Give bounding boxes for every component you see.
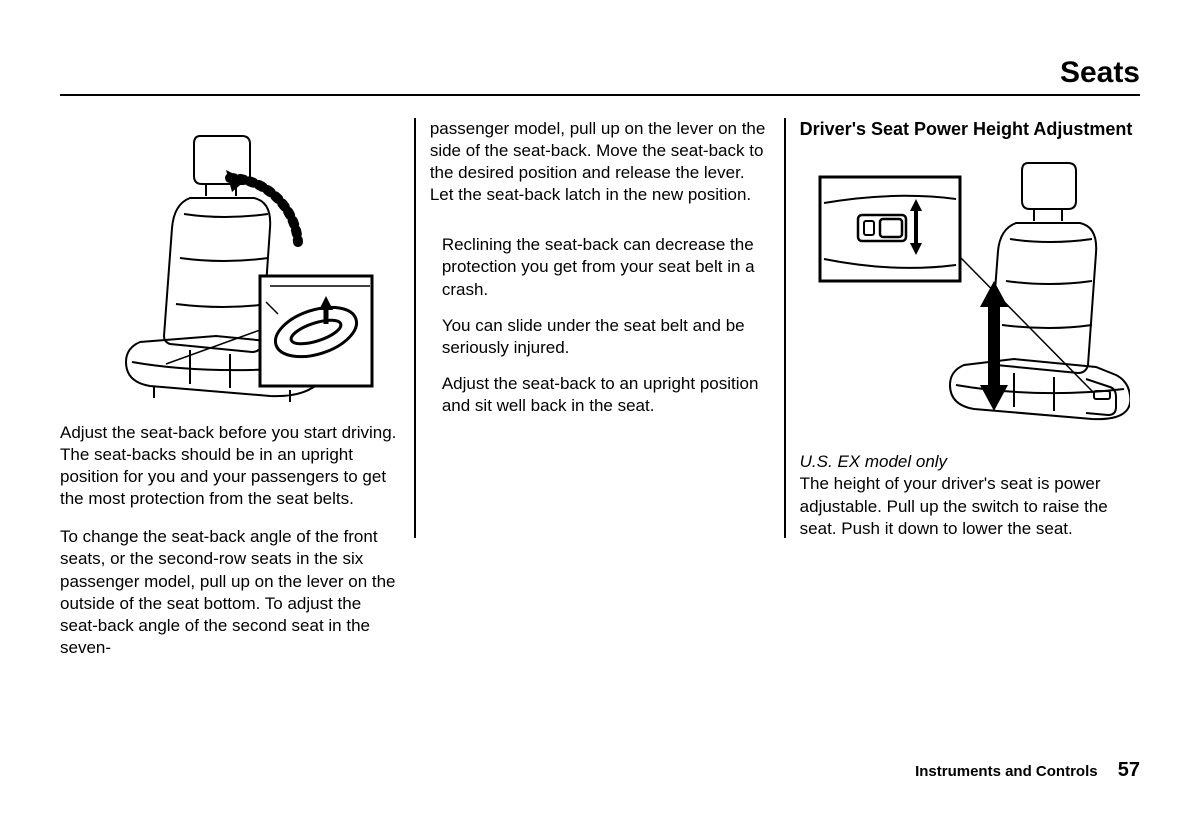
warning-line-3: Adjust the seat-back to an upright posit…	[430, 373, 770, 417]
column-3: Driver's Seat Power Height Adjustment	[786, 118, 1140, 718]
content-columns: Adjust the seat-back before you start dr…	[60, 118, 1140, 718]
col1-paragraph-2: To change the seat-back angle of the fro…	[60, 526, 400, 659]
page-title: Seats	[1060, 56, 1140, 89]
manual-page: Seats	[0, 0, 1200, 822]
seat-recline-svg	[80, 118, 380, 408]
seat-height-svg	[810, 147, 1130, 437]
safety-warning-box: Reclining the seat-back can decrease the…	[430, 234, 770, 417]
warning-line-2: You can slide under the seat belt and be…	[430, 315, 770, 359]
footer-page-number: 57	[1118, 759, 1140, 781]
column-2: passenger model, pull up on the lever on…	[416, 118, 784, 718]
col3-subheading: Driver's Seat Power Height Adjustment	[800, 118, 1140, 141]
seat-recline-illustration	[60, 118, 400, 408]
title-bar: Seats	[60, 56, 1140, 96]
seat-height-illustration	[800, 147, 1140, 437]
col1-paragraph-1: Adjust the seat-back before you start dr…	[60, 422, 400, 510]
footer-section: Instruments and Controls	[915, 763, 1098, 780]
column-1: Adjust the seat-back before you start dr…	[60, 118, 414, 718]
model-note: U.S. EX model only	[800, 451, 1140, 473]
col3-paragraph-1: The height of your driver's seat is powe…	[800, 473, 1140, 539]
col2-paragraph-1: passenger model, pull up on the lever on…	[430, 118, 770, 206]
page-footer: Instruments and Controls 57	[915, 759, 1140, 782]
warning-line-1: Reclining the seat-back can decrease the…	[430, 234, 770, 300]
